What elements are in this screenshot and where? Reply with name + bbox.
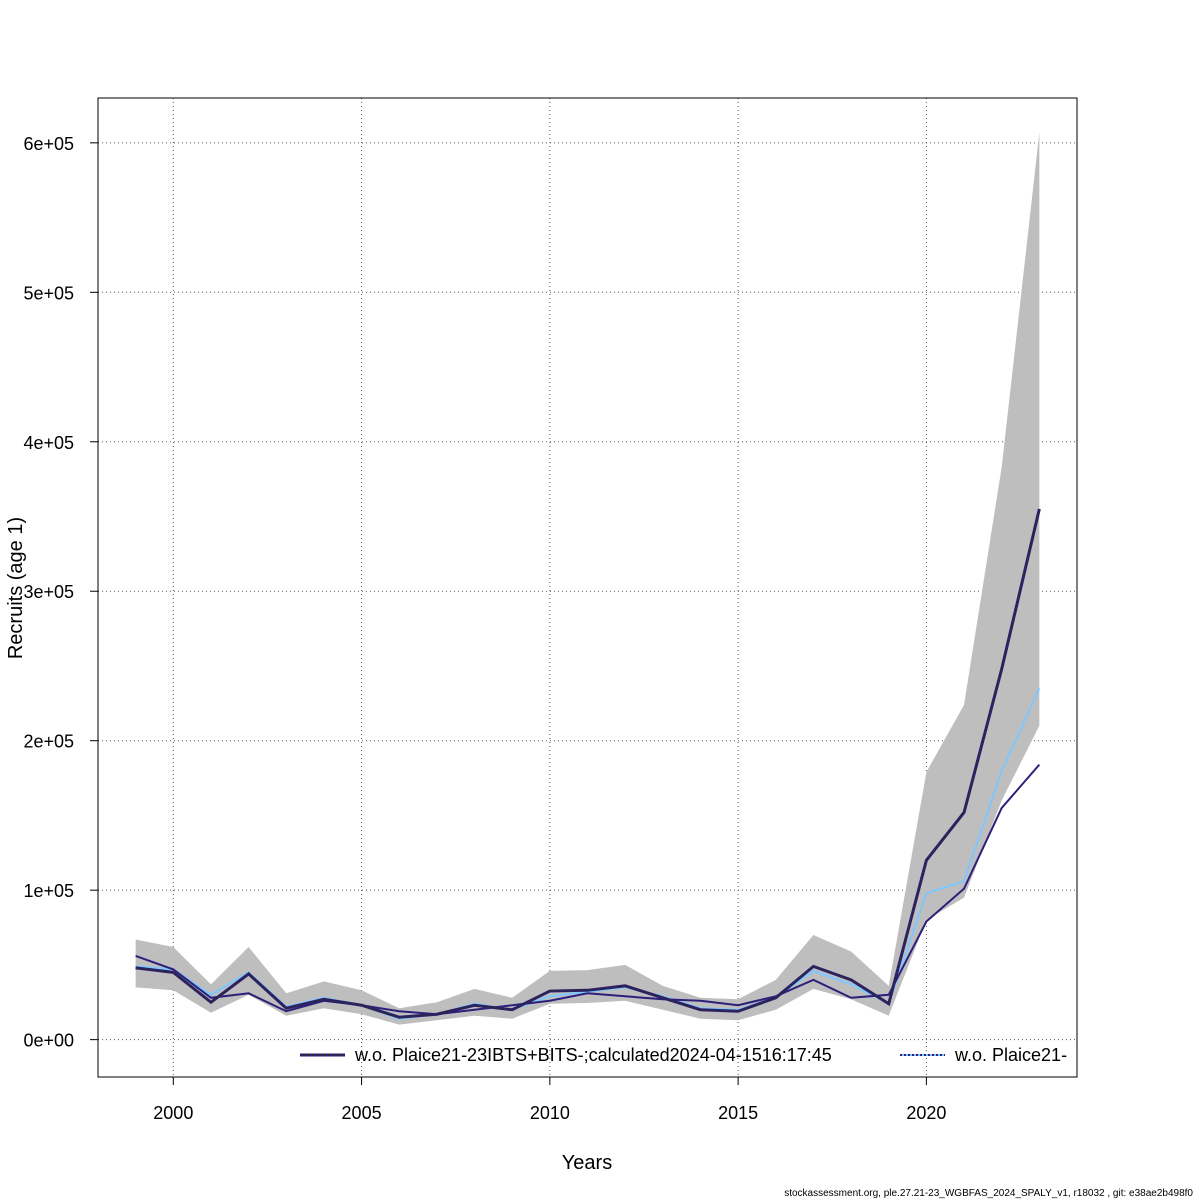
series-line-main-dots — [135, 508, 1041, 1019]
y-tick-label: 4e+05 — [23, 433, 74, 453]
x-tick-label: 2005 — [342, 1103, 382, 1123]
x-axis-title: Years — [562, 1152, 612, 1174]
confidence-band — [135, 132, 1040, 1025]
gridlines — [98, 98, 1077, 1077]
series-line-reference — [135, 763, 1041, 1016]
x-tick-label: 2000 — [153, 1103, 193, 1123]
y-tick-label: 6e+05 — [23, 134, 74, 154]
x-tick-label: 2010 — [530, 1103, 570, 1123]
series-lines — [135, 508, 1041, 1020]
series-line-main — [135, 508, 1041, 1019]
x-tick-label: 2020 — [906, 1103, 946, 1123]
legend: w.o. Plaice21-23IBTS+BITS-;calculated202… — [300, 1045, 1067, 1065]
y-tick-label: 3e+05 — [23, 582, 74, 602]
legend-label-alt: w.o. Plaice21- — [954, 1045, 1067, 1065]
y-axis: 0e+00 1e+05 2e+05 3e+05 4e+05 5e+05 6e+05 — [23, 134, 98, 1051]
footer-credit: stockassessment.org, ple.27.21-23_WGBFAS… — [784, 1188, 1193, 1199]
legend-label-main: w.o. Plaice21-23IBTS+BITS-;calculated202… — [354, 1045, 832, 1065]
x-axis: 2000 2005 2010 2015 2020 — [153, 1077, 946, 1123]
confidence-band-area — [135, 132, 1040, 1025]
y-tick-label: 2e+05 — [23, 732, 74, 752]
y-tick-label: 5e+05 — [23, 283, 74, 303]
y-tick-label: 0e+00 — [23, 1031, 74, 1051]
x-tick-label: 2015 — [718, 1103, 758, 1123]
plot-frame — [97, 97, 1078, 1078]
y-axis-title: Recruits (age 1) — [5, 517, 27, 659]
y-tick-label: 1e+05 — [23, 881, 74, 901]
